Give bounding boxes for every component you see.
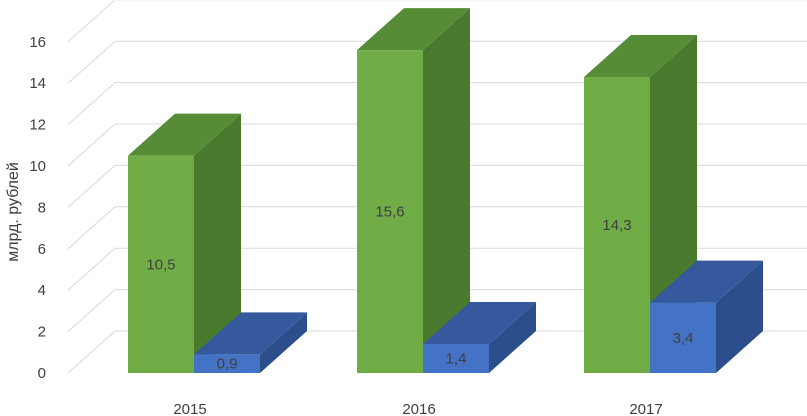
gridline	[67, 330, 807, 374]
gridline	[67, 247, 807, 291]
y-tick-label: 2	[38, 324, 46, 341]
x-category-label: 2017	[629, 401, 662, 416]
y-tick-label: 10	[29, 158, 46, 175]
bar-2016-series-1: 15,6	[357, 8, 470, 374]
gridline	[67, 289, 807, 332]
y-tick-label: 0	[38, 365, 46, 382]
bar-2017-series-2: 3,4	[650, 260, 763, 373]
gridline	[67, 164, 807, 208]
data-label: 1,4	[446, 351, 467, 368]
y-axis-title: млрд. рублей	[5, 162, 22, 262]
data-label: 10,5	[146, 256, 175, 273]
x-category-label: 2016	[402, 401, 435, 416]
x-category-label: 2015	[173, 401, 206, 416]
y-tick-label: 8	[38, 199, 46, 216]
gridline	[67, 40, 807, 84]
x-axis-categories: 2015 2016 2017	[173, 401, 662, 416]
y-axis-ticks: 0 2 4 6 8 10 12 14 16	[29, 34, 46, 382]
y-tick-label: 12	[29, 117, 46, 134]
gridlines	[67, 0, 807, 374]
gridline	[67, 206, 807, 250]
data-label: 0,9	[217, 356, 238, 373]
data-label: 14,3	[602, 217, 631, 234]
bar-2015-series-2: 0,9	[194, 312, 307, 373]
gridline	[67, 123, 807, 167]
gridline	[67, 82, 807, 125]
bars: 10,5 0,9 15,6 1,4 14,3 3,4	[128, 8, 763, 374]
y-tick-label: 6	[38, 241, 46, 258]
y-tick-label: 4	[38, 282, 46, 299]
bar-2015-series-1: 10,5	[128, 113, 241, 374]
data-label: 15,6	[375, 204, 404, 221]
gridline	[67, 0, 807, 43]
bar-2016-series-2: 1,4	[423, 302, 536, 373]
y-tick-label: 16	[29, 34, 46, 51]
data-label: 3,4	[673, 330, 694, 347]
y-tick-label: 14	[29, 75, 46, 92]
